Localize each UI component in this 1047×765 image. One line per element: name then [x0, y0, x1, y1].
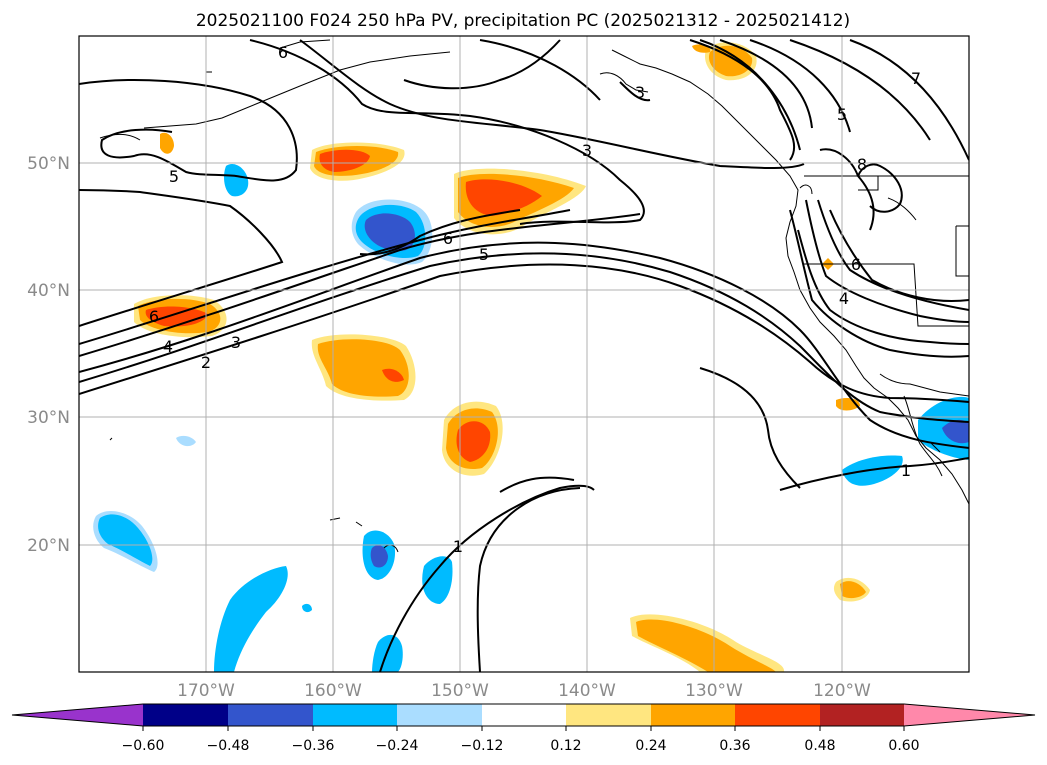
colorbar-segment: [12, 704, 143, 726]
contour-label: 1: [453, 537, 463, 556]
contour-label: 2: [201, 353, 211, 372]
colorbar-segment: [228, 704, 313, 726]
contour-label: 3: [582, 141, 592, 160]
precip-positive-anomalies: [134, 42, 870, 672]
colorbar-tick-label: −0.48: [207, 738, 250, 754]
colorbar-segment: [397, 704, 482, 726]
figure-title: 2025021100 F024 250 hPa PV, precipitatio…: [196, 11, 850, 31]
contour-label: 6: [278, 43, 288, 62]
colorbar-tick-label: 0.48: [804, 738, 835, 754]
lon-label: 150°W: [431, 681, 489, 701]
colorbar: −0.60 −0.48 −0.36 −0.24 −0.12 0.12 0.24 …: [11, 703, 1036, 754]
colorbar-segment: [482, 704, 566, 726]
contour-label: 5: [169, 167, 179, 186]
contour-label: 4: [839, 289, 849, 308]
lat-label: 40°N: [27, 281, 70, 301]
lat-label: 30°N: [27, 408, 70, 428]
pv-contour-labels: 6 5 6 3 6 5 4 3 2 1 7 5 8 6 4 1 3: [149, 43, 921, 556]
contour-label: 6: [443, 229, 453, 248]
colorbar-tick-label: 0.36: [719, 738, 750, 754]
lon-label: 160°W: [304, 681, 362, 701]
colorbar-tick-label: 0.24: [635, 738, 666, 754]
colorbar-segment: [735, 704, 820, 726]
lat-label: 50°N: [27, 154, 70, 174]
contour-label: 7: [911, 69, 921, 88]
map-frame: [78, 35, 970, 673]
contour-label: 4: [163, 337, 173, 356]
contour-label: 8: [857, 155, 867, 174]
contour-label: 6: [149, 307, 159, 326]
colorbar-tick-label: 0.12: [550, 738, 581, 754]
map-panel: 6 5 6 3 6 5 4 3 2 1 7 5 8 6 4 1 3: [79, 36, 969, 672]
colorbar-segment: [143, 704, 228, 726]
lon-label: 170°W: [177, 681, 235, 701]
colorbar-tick-label: −0.36: [292, 738, 335, 754]
precip-negative-anomalies: [93, 163, 969, 672]
lon-label: 120°W: [813, 681, 871, 701]
colorbar-segment: [651, 704, 735, 726]
colorbar-tick-label: 0.60: [888, 738, 919, 754]
contour-label: 5: [479, 245, 489, 264]
colorbar-segment: [820, 704, 904, 726]
colorbar-segment: [566, 704, 651, 726]
latitude-labels: 50°N 40°N 30°N 20°N: [27, 154, 70, 556]
colorbar-tick-label: −0.60: [122, 738, 165, 754]
lon-label: 130°W: [685, 681, 743, 701]
contour-label: 5: [837, 105, 847, 124]
graticule: [79, 36, 969, 672]
contour-label: 1: [901, 461, 911, 480]
lon-label: 140°W: [558, 681, 616, 701]
longitude-labels: 170°W 160°W 150°W 140°W 130°W 120°W: [177, 681, 871, 701]
lat-label: 20°N: [27, 536, 70, 556]
colorbar-tick-label: −0.12: [461, 738, 504, 754]
colorbar-tick-label: −0.24: [376, 738, 419, 754]
contour-label: 6: [851, 255, 861, 274]
colorbar-segment: [313, 704, 397, 726]
pv-contours: [79, 39, 969, 672]
colorbar-segment: [904, 704, 1035, 726]
contour-label: 3: [635, 83, 645, 102]
contour-label: 3: [231, 333, 241, 352]
